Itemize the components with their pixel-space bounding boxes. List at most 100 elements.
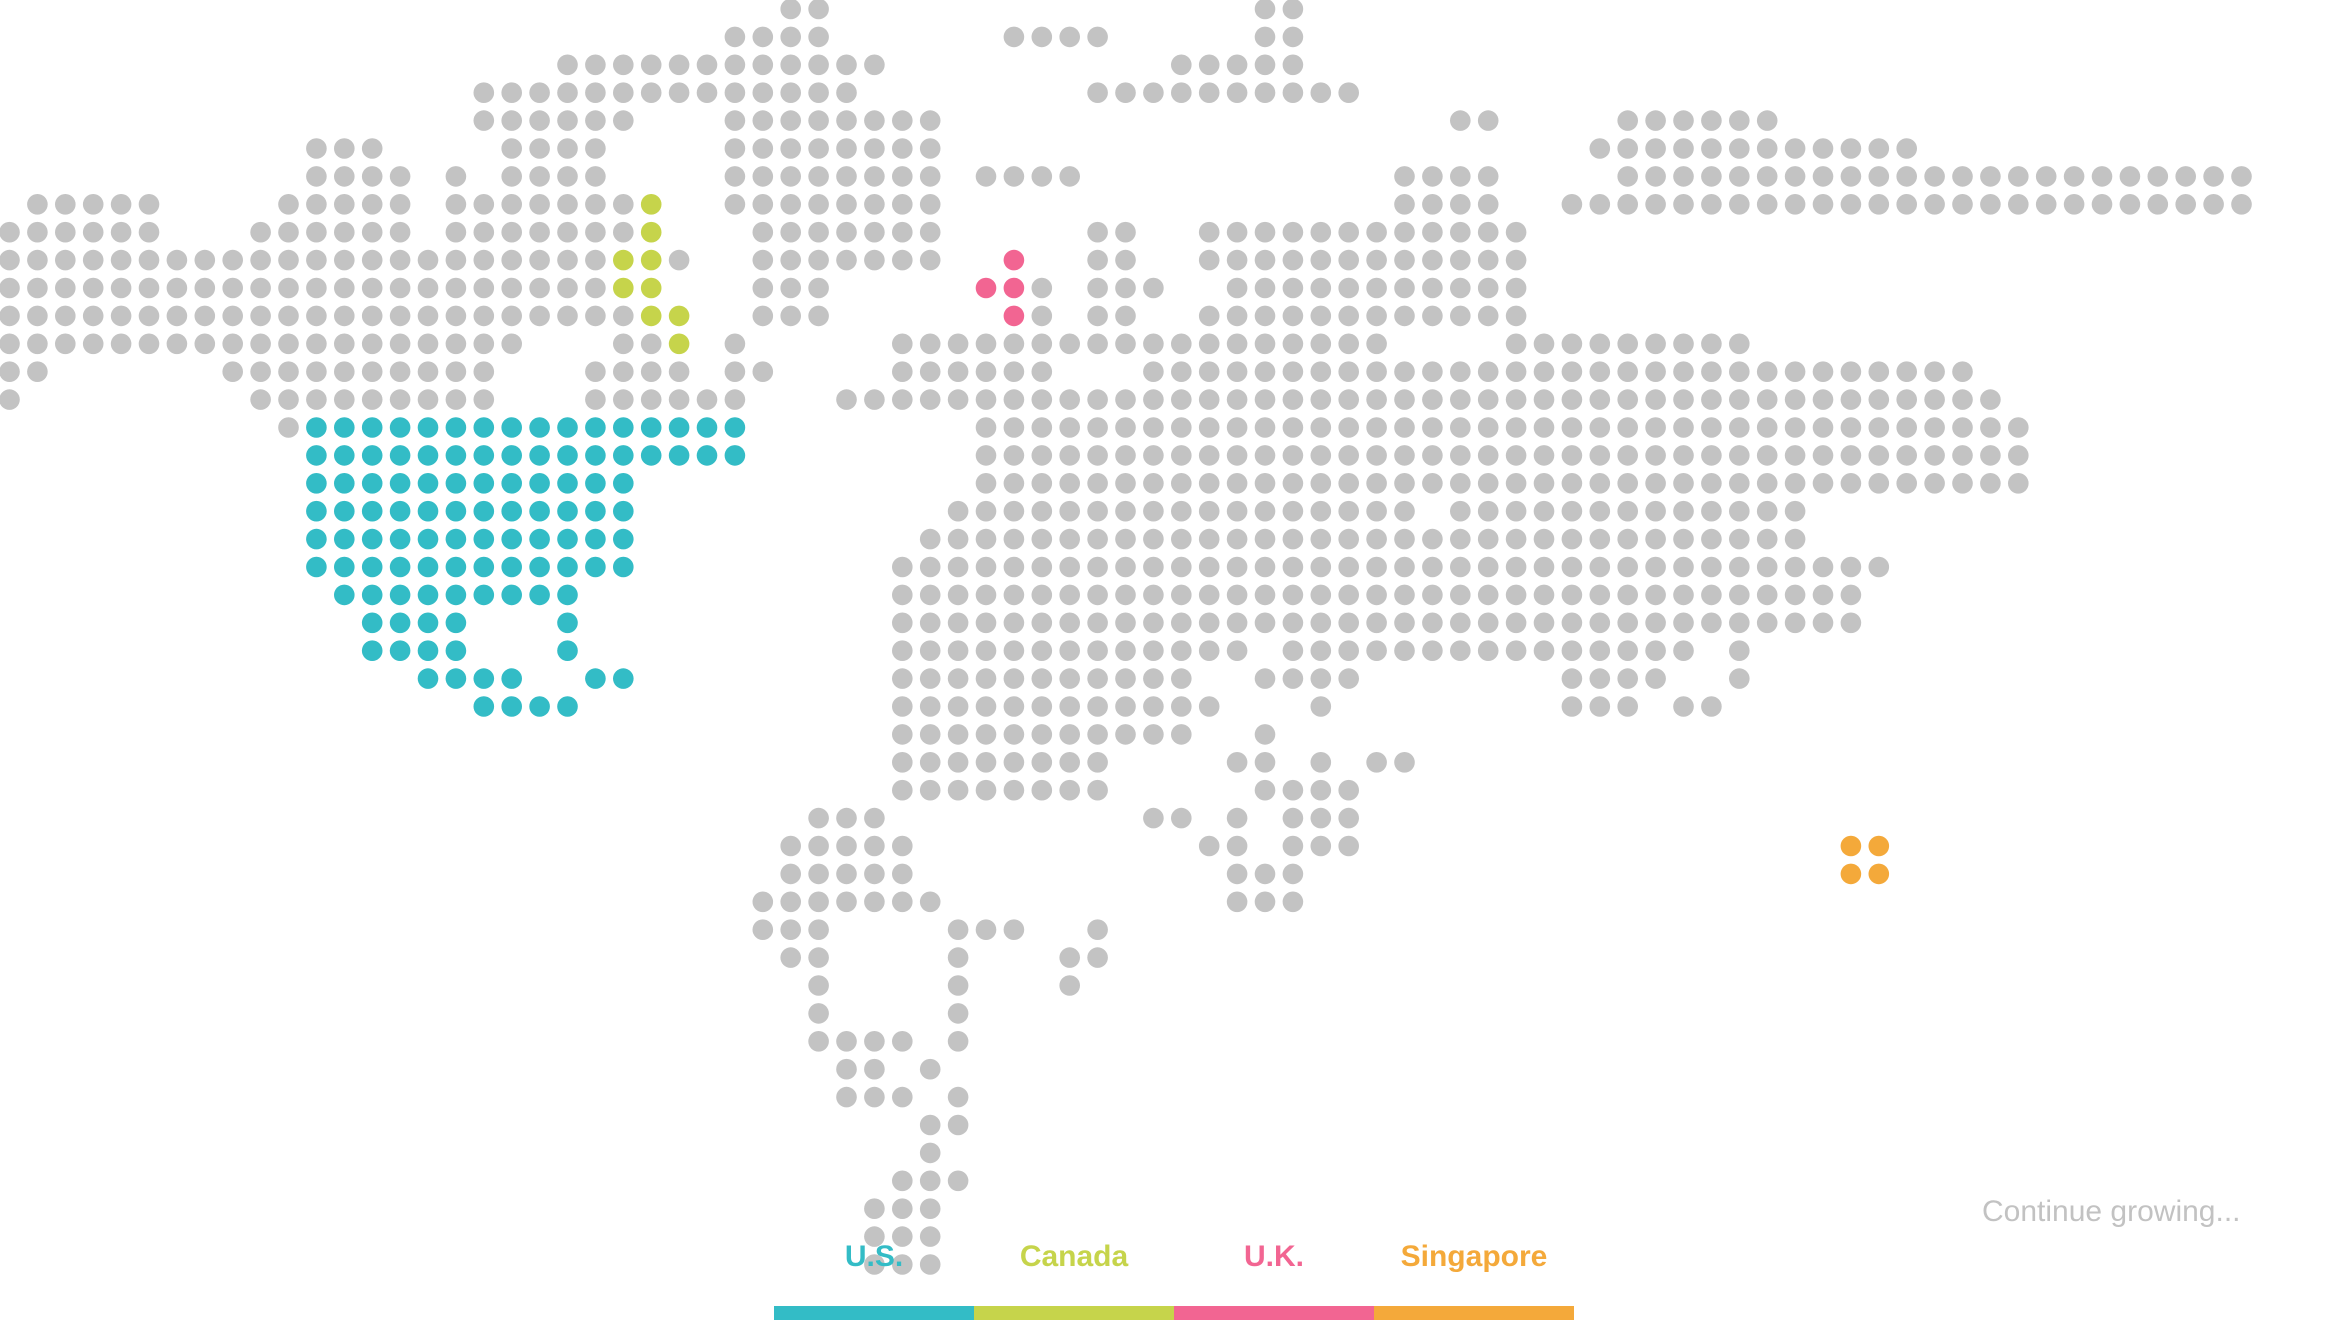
us-dot xyxy=(585,445,606,466)
us-dot xyxy=(361,528,383,550)
land-dot xyxy=(975,668,997,689)
land-dot xyxy=(1729,640,1750,661)
us-dot xyxy=(613,528,634,550)
land-dot xyxy=(1952,473,1973,494)
land-dot xyxy=(1282,584,1304,606)
land-dot xyxy=(2203,194,2224,215)
land-dot xyxy=(1282,417,1304,438)
land-dot xyxy=(1310,584,1332,606)
us-dot xyxy=(585,473,606,494)
land-dot xyxy=(501,82,522,103)
land-dot xyxy=(1701,361,1722,383)
land-dot xyxy=(1226,221,1248,243)
land-dot xyxy=(1924,166,1945,187)
land-dot xyxy=(1561,668,1583,689)
land-dot xyxy=(1450,221,1471,243)
land-dot xyxy=(55,277,76,299)
land-dot xyxy=(1087,221,1108,243)
land-dot xyxy=(947,361,969,383)
land-dot xyxy=(1198,82,1220,103)
us-dot xyxy=(389,445,411,466)
us-dot xyxy=(417,500,439,522)
land-dot xyxy=(1226,54,1248,76)
us-dot xyxy=(361,445,383,466)
land-dot xyxy=(892,1226,913,1247)
legend-label-canada: Canada xyxy=(1019,1240,1129,1273)
land-dot xyxy=(417,277,439,299)
land-dot xyxy=(1729,110,1750,131)
land-dot xyxy=(1115,445,1136,466)
land-dot xyxy=(919,556,941,578)
land-dot xyxy=(2063,194,2085,215)
land-dot xyxy=(975,919,997,940)
land-dot xyxy=(1896,389,1917,410)
land-dot xyxy=(2008,417,2029,438)
land-dot xyxy=(1450,473,1471,494)
land-dot xyxy=(27,333,48,355)
us-dot xyxy=(529,556,550,578)
land-dot xyxy=(55,333,76,355)
land-dot xyxy=(724,54,746,76)
land-dot xyxy=(1310,500,1332,522)
land-dot xyxy=(1003,26,1025,48)
land-dot xyxy=(1505,584,1527,606)
land-dot xyxy=(947,724,969,745)
land-dot xyxy=(473,110,495,131)
land-dot xyxy=(780,110,801,131)
land-dot xyxy=(1226,277,1248,299)
land-dot xyxy=(1673,138,1694,159)
land-dot xyxy=(1282,249,1304,271)
land-dot xyxy=(892,221,913,243)
land-dot xyxy=(1171,54,1192,76)
land-dot xyxy=(557,82,578,103)
land-dot xyxy=(724,194,746,215)
land-dot xyxy=(1003,166,1025,187)
land-dot xyxy=(1477,249,1499,271)
land-dot xyxy=(668,361,690,383)
land-dot xyxy=(417,389,439,410)
land-dot xyxy=(1561,528,1583,550)
land-dot xyxy=(557,194,578,215)
land-dot xyxy=(1059,779,1080,801)
canada-dot xyxy=(640,249,662,271)
land-dot xyxy=(1450,361,1471,383)
land-dot xyxy=(1533,389,1555,410)
land-dot xyxy=(919,333,941,355)
land-dot xyxy=(613,221,634,243)
land-dot xyxy=(2008,194,2029,215)
us-dot xyxy=(585,417,606,438)
land-dot xyxy=(1394,166,1415,187)
land-dot xyxy=(1422,361,1443,383)
land-dot xyxy=(1394,221,1415,243)
land-dot xyxy=(1673,417,1694,438)
land-dot xyxy=(306,166,327,187)
land-dot xyxy=(1729,500,1750,522)
land-dot xyxy=(138,221,160,243)
legend-label-us: U.S. xyxy=(844,1240,904,1273)
land-dot xyxy=(1087,528,1108,550)
land-dot xyxy=(417,249,439,271)
land-dot xyxy=(27,194,48,215)
land-dot xyxy=(585,194,606,215)
land-dot xyxy=(1617,556,1638,578)
land-dot xyxy=(752,26,774,48)
land-dot xyxy=(947,640,969,661)
us-dot xyxy=(361,612,383,634)
land-dot xyxy=(947,919,969,940)
land-dot xyxy=(975,500,997,522)
land-dot xyxy=(1143,389,1164,410)
land-dot xyxy=(1198,612,1220,634)
us-dot xyxy=(557,417,578,438)
land-dot xyxy=(445,277,467,299)
land-dot xyxy=(361,277,383,299)
land-dot xyxy=(1394,640,1415,661)
us-dot xyxy=(334,473,355,494)
us-dot xyxy=(529,696,550,717)
land-dot xyxy=(975,361,997,383)
land-dot xyxy=(1645,417,1666,438)
land-dot xyxy=(1952,417,1973,438)
land-dot xyxy=(557,277,578,299)
land-dot xyxy=(2147,194,2169,215)
land-dot xyxy=(1226,249,1248,271)
land-dot xyxy=(1031,333,1053,355)
